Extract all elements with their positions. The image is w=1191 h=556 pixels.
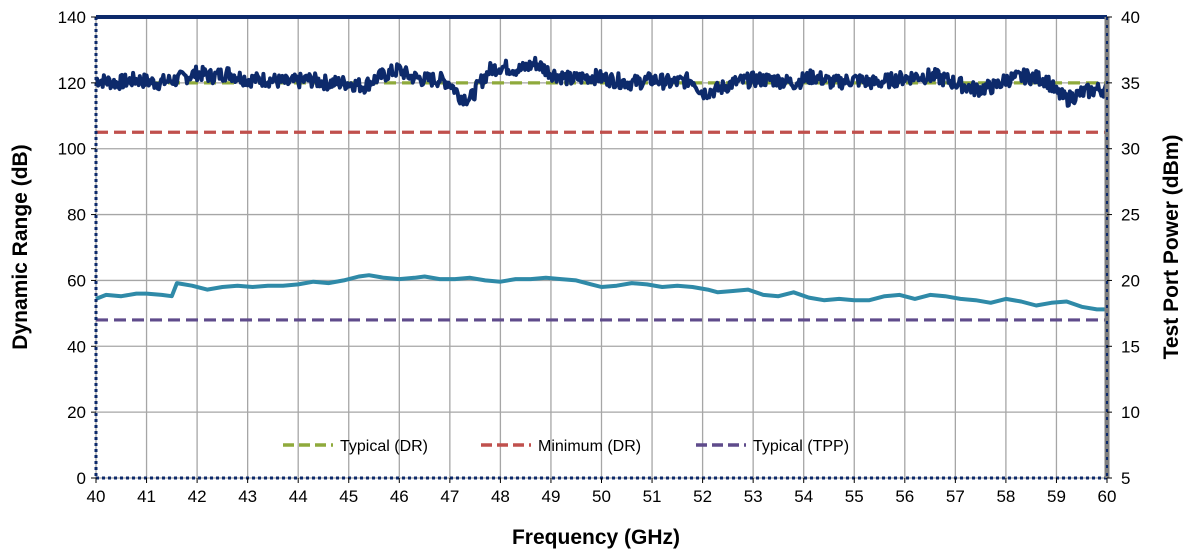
x-tick-labels: 40 41 42 43 44 45 46 47 48 49 50 51 52 53 54 55 56 57 58 59… <box>87 478 1117 506</box>
y-left-tick-label: 100 <box>58 140 86 159</box>
series-line-test-port-power <box>95 273 1107 312</box>
y-left-tick-label: 120 <box>58 74 86 93</box>
legend: Typical (DR) Minimum (DR) Typical (TPP) <box>283 438 849 455</box>
x-tick-label: 44 <box>289 487 308 506</box>
x-tick-label: 41 <box>137 487 156 506</box>
y-right-tick-label: 10 <box>1121 403 1140 422</box>
x-tick-label: 50 <box>592 487 611 506</box>
x-tick-label: 52 <box>693 487 712 506</box>
y-right-tick-label: 5 <box>1121 469 1130 488</box>
x-axis-title: Frequency (GHz) <box>512 526 680 549</box>
x-tick-label: 56 <box>895 487 914 506</box>
y-right-tick-label: 40 <box>1121 8 1140 27</box>
x-tick-label: 43 <box>238 487 257 506</box>
y-left-axis-title: Dynamic Range (dB) <box>9 144 32 349</box>
x-tick-label: 49 <box>541 487 560 506</box>
x-tick-label: 57 <box>946 487 965 506</box>
x-tick-label: 40 <box>87 487 106 506</box>
legend-label: Typical (TPP) <box>753 438 849 455</box>
x-tick-label: 59 <box>1047 487 1066 506</box>
series-line-dynamic-range <box>94 55 1109 108</box>
y-right-tick-label: 30 <box>1121 140 1140 159</box>
x-tick-label: 53 <box>744 487 763 506</box>
y-right-axis-title: Test Port Power (dBm) <box>1160 135 1183 360</box>
x-tick-label: 54 <box>794 487 813 506</box>
x-tick-label: 48 <box>491 487 510 506</box>
y-left-tick-label: 20 <box>67 403 86 422</box>
y-right-tick-label: 20 <box>1121 271 1140 290</box>
y-left-tick-label: 140 <box>58 8 86 27</box>
x-tick-label: 46 <box>390 487 409 506</box>
x-tick-label: 60 <box>1098 487 1117 506</box>
y-left-tick-label: 0 <box>77 469 86 488</box>
series-lines <box>94 55 1109 312</box>
y-right-tick-label: 35 <box>1121 74 1140 93</box>
x-tick-label: 58 <box>996 487 1015 506</box>
y-right-tick-label: 15 <box>1121 337 1140 356</box>
y-right-tick-labels: 5 10 15 20 25 30 35 40 <box>1107 8 1140 488</box>
y-left-tick-labels: 0 20 40 60 80 100 120 140 <box>58 8 96 488</box>
legend-label: Typical (DR) <box>340 438 428 455</box>
y-left-tick-label: 60 <box>67 271 86 290</box>
x-tick-label: 45 <box>339 487 358 506</box>
x-tick-label: 47 <box>440 487 459 506</box>
y-left-tick-label: 80 <box>67 206 86 225</box>
y-right-tick-label: 25 <box>1121 206 1140 225</box>
legend-label: Minimum (DR) <box>538 438 641 455</box>
x-tick-label: 55 <box>845 487 864 506</box>
x-tick-label: 42 <box>188 487 207 506</box>
x-tick-label: 51 <box>643 487 662 506</box>
y-left-tick-label: 40 <box>67 337 86 356</box>
